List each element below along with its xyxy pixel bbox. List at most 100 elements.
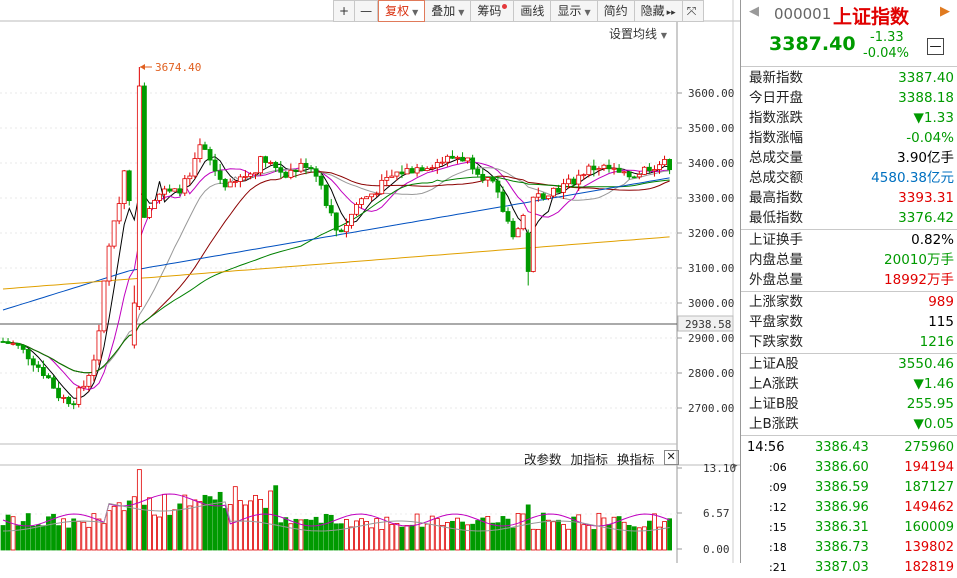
price-axis-label: 2700.00 — [688, 402, 734, 415]
candle — [359, 198, 364, 205]
chevron-down-icon: ▼ — [412, 8, 419, 17]
switch-indicator-button[interactable]: 换指标 — [617, 452, 655, 467]
volume-bar — [546, 519, 551, 551]
price-axis-label: 3400.00 — [688, 157, 734, 170]
candle — [162, 188, 168, 195]
volume-bar — [581, 524, 587, 551]
candle — [581, 174, 587, 177]
toolbar-button-3[interactable]: 叠加 ▼ — [425, 0, 472, 22]
volume-bar — [237, 500, 243, 551]
volume-bar — [647, 520, 652, 551]
candle — [500, 191, 506, 212]
kline-chart[interactable]: 3600.00 3500.00 3400.00 3300.00 3200.00 3100.… — [0, 0, 740, 563]
candle — [379, 179, 385, 195]
chevron-down-icon: ▼ — [584, 8, 591, 17]
volume-bar — [556, 519, 561, 551]
volume-bar — [561, 524, 566, 551]
candle — [131, 302, 137, 346]
volume-bar — [500, 516, 506, 551]
toolbar-button-8[interactable]: 隐藏 ▸▸ — [634, 0, 683, 22]
candle — [157, 193, 162, 201]
candle — [172, 188, 178, 192]
quote-field: 最低指数 3376.42 — [749, 208, 954, 228]
quote-field-label: 上B涨跌 — [749, 416, 799, 432]
toolbar-button-5[interactable]: 画线 — [514, 0, 552, 22]
candle — [121, 170, 127, 205]
candle — [601, 164, 607, 169]
candle — [455, 156, 460, 159]
candle — [480, 173, 486, 181]
candle — [313, 168, 319, 177]
candle — [76, 387, 82, 405]
quote-field-label: 上证A股 — [749, 356, 799, 372]
volume-bar — [318, 522, 324, 551]
tick-row: 14:56 3386.43 275960 — [747, 440, 954, 455]
volume-bar — [202, 494, 208, 551]
quote-field: 上涨家数 989 — [749, 292, 954, 312]
candle — [187, 175, 193, 180]
quote-field: 上A涨跌 ▼1.46 — [749, 374, 954, 394]
candle — [268, 162, 274, 164]
splitter-handle[interactable]: ▸ — [733, 461, 738, 471]
add-indicator-button[interactable]: 加指标 — [570, 452, 609, 467]
volume-bar — [192, 499, 198, 551]
volume-bar — [283, 517, 289, 551]
candle — [116, 203, 122, 222]
candle — [106, 245, 112, 282]
toolbar-button-7[interactable]: 简约 — [597, 0, 635, 22]
candle — [35, 364, 41, 368]
volume-bar — [106, 510, 112, 551]
volume-bar — [495, 522, 501, 551]
prev-stock-icon[interactable]: ◀ — [749, 4, 759, 19]
quote-field-value: 255.95 — [906, 396, 954, 412]
candle — [278, 167, 284, 173]
ma-settings-button[interactable]: 设置均线 ▼ — [609, 25, 667, 42]
toolbar-button-1[interactable]: — — [355, 0, 379, 22]
candle — [10, 342, 16, 345]
toolbar-button-label: 叠加 — [431, 4, 456, 18]
candle — [460, 156, 465, 162]
candle — [611, 167, 617, 170]
volume-bar — [111, 505, 117, 551]
toolbar-button-9[interactable]: ⤧ — [682, 0, 704, 22]
candle — [571, 178, 577, 185]
candle — [667, 159, 672, 171]
next-stock-icon[interactable]: ▶ — [940, 4, 950, 19]
close-icon[interactable]: ✕ — [663, 450, 679, 465]
toolbar-button-0[interactable]: + — [333, 0, 356, 22]
volume-bar — [424, 523, 430, 551]
quote-field-value: 3387.40 — [898, 70, 954, 86]
volume-bar — [444, 522, 450, 551]
quote-field: 上证换手 0.82% — [749, 230, 954, 250]
volume-bar — [399, 526, 405, 551]
volume-bar — [475, 520, 481, 551]
quote-field-label: 上证换手 — [749, 232, 803, 248]
candle — [111, 220, 117, 247]
volume-bar — [389, 524, 395, 551]
candle — [242, 176, 248, 178]
volume-toolbar: 改参数 加指标 换指标 ✕ — [524, 449, 679, 467]
collapse-button[interactable]: — — [927, 38, 944, 55]
candle — [384, 177, 390, 181]
quote-field-label: 指数涨跌 — [749, 110, 803, 126]
candle — [126, 170, 132, 202]
quote-field: 上证B股 255.95 — [749, 394, 954, 414]
volume-bar — [298, 519, 304, 551]
toolbar-button-6[interactable]: 显示 ▼ — [551, 0, 598, 22]
toolbar-button-4[interactable]: 筹码 — [471, 0, 515, 22]
candle — [96, 330, 102, 361]
candle — [5, 341, 11, 344]
edit-params-button[interactable]: 改参数 — [524, 452, 562, 467]
candle — [657, 164, 662, 170]
volume-bar — [167, 514, 173, 551]
volume-bar — [465, 524, 471, 551]
volume-bar — [394, 523, 400, 551]
candle — [495, 180, 501, 193]
toolbar-button-label: — — [360, 4, 373, 18]
candle — [303, 162, 309, 168]
volume-bar — [187, 505, 193, 551]
expand-arrows-icon: ▸▸ — [666, 8, 676, 18]
volume-bar — [505, 518, 511, 551]
volume-bar — [242, 504, 248, 551]
toolbar-button-2[interactable]: 复权 ▼ — [378, 0, 426, 22]
